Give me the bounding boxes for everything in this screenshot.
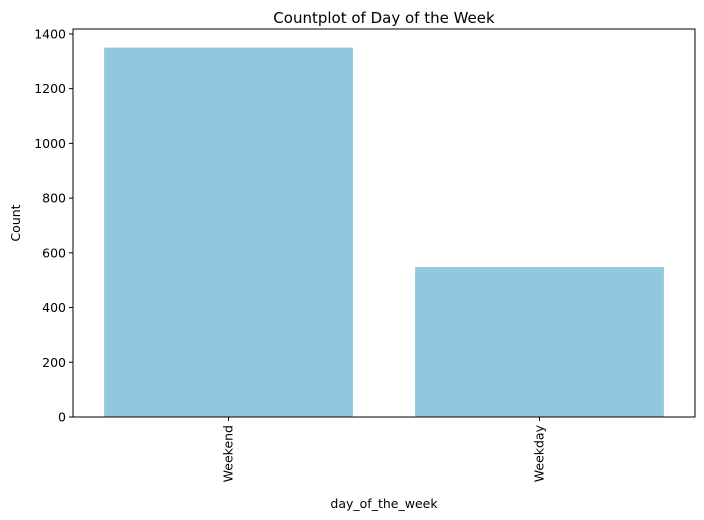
bar-weekend	[104, 47, 353, 418]
plot-frame	[72, 28, 696, 418]
bars-group	[104, 47, 664, 418]
y-tick-label: 1400	[34, 26, 66, 41]
y-axis-label: Count	[8, 204, 23, 241]
y-axis: 0 200 400 600 800 1000 1200 1400	[34, 26, 73, 425]
y-tick-label: 400	[42, 300, 66, 315]
y-tick-label: 800	[42, 191, 66, 206]
x-axis: Weekend Weekday	[221, 417, 547, 482]
y-tick-label: 200	[42, 355, 66, 370]
x-axis-label: day_of_the_week	[330, 496, 438, 511]
bar-weekday	[415, 267, 664, 417]
x-tick-label: Weekend	[221, 425, 236, 482]
y-tick-label: 0	[58, 410, 66, 425]
x-tick-label: Weekday	[532, 424, 547, 482]
y-tick-label: 1000	[34, 136, 66, 151]
y-tick-label: 600	[42, 245, 66, 260]
y-tick-label: 1200	[34, 81, 66, 96]
chart-title: Countplot of Day of the Week	[273, 9, 495, 27]
